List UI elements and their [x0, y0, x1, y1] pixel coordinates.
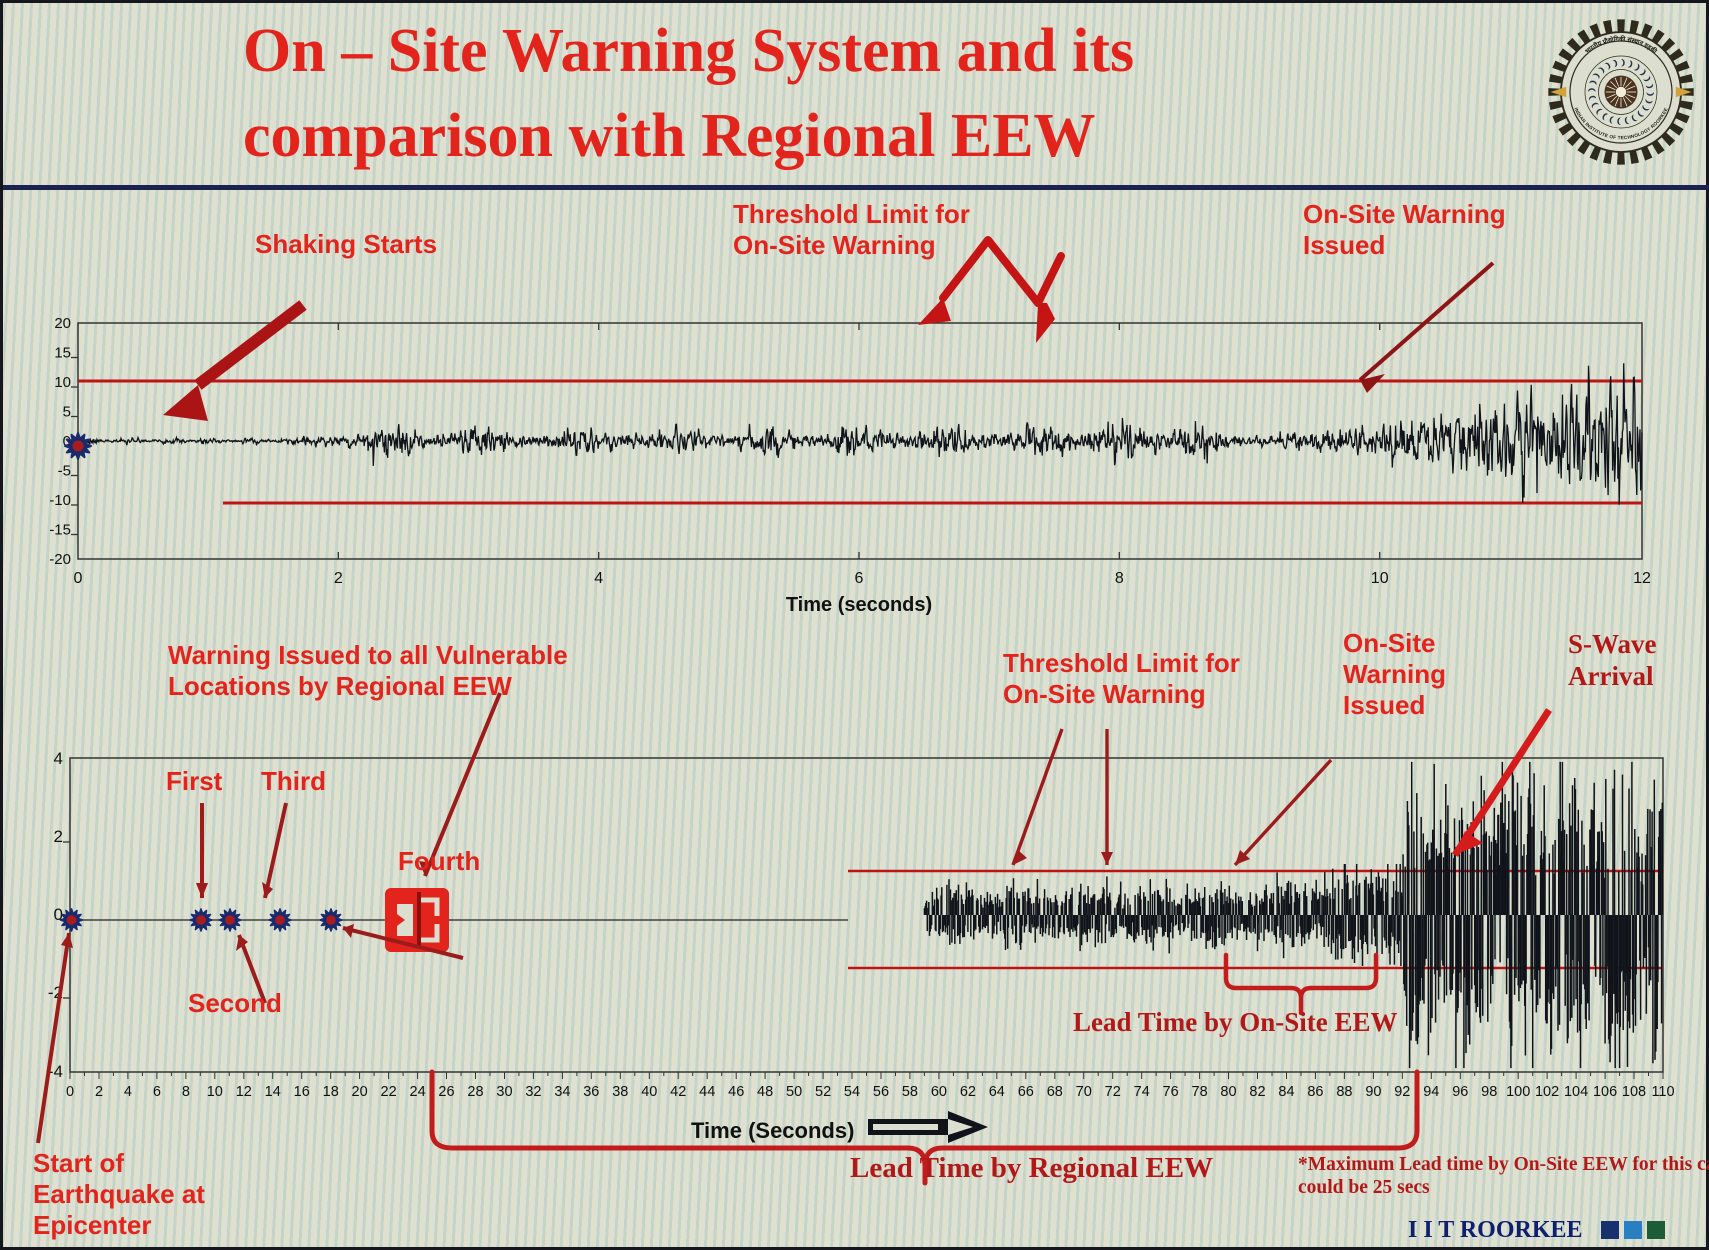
svg-text:66: 66: [1018, 1084, 1034, 1100]
svg-text:60: 60: [931, 1084, 947, 1100]
svg-text:86: 86: [1307, 1084, 1323, 1100]
svg-text:98: 98: [1481, 1084, 1497, 1100]
svg-text:4: 4: [54, 749, 63, 768]
svg-text:106: 106: [1593, 1084, 1617, 1100]
svg-text:40: 40: [641, 1084, 657, 1100]
svg-text:50: 50: [786, 1084, 802, 1100]
svg-text:8: 8: [182, 1084, 190, 1100]
svg-text:12: 12: [236, 1084, 252, 1100]
svg-text:102: 102: [1535, 1084, 1559, 1100]
svg-text:42: 42: [670, 1084, 686, 1100]
svg-text:64: 64: [989, 1084, 1005, 1100]
svg-text:78: 78: [1192, 1084, 1208, 1100]
svg-text:46: 46: [728, 1084, 744, 1100]
svg-text:36: 36: [583, 1084, 599, 1100]
svg-text:92: 92: [1394, 1084, 1410, 1100]
svg-text:34: 34: [554, 1084, 570, 1100]
svg-text:96: 96: [1452, 1084, 1468, 1100]
svg-text:88: 88: [1336, 1084, 1352, 1100]
svg-text:56: 56: [873, 1084, 889, 1100]
svg-text:54: 54: [844, 1084, 860, 1100]
svg-text:44: 44: [699, 1084, 715, 1100]
svg-text:38: 38: [612, 1084, 628, 1100]
svg-text:84: 84: [1278, 1084, 1294, 1100]
svg-text:4: 4: [124, 1084, 132, 1100]
svg-text:82: 82: [1249, 1084, 1265, 1100]
svg-text:104: 104: [1564, 1084, 1588, 1100]
svg-text:72: 72: [1105, 1084, 1121, 1100]
svg-text:28: 28: [467, 1084, 483, 1100]
svg-text:68: 68: [1047, 1084, 1063, 1100]
svg-text:48: 48: [757, 1084, 773, 1100]
svg-text:Time (Seconds): Time (Seconds): [691, 1118, 854, 1143]
svg-text:14: 14: [265, 1084, 281, 1100]
svg-text:2: 2: [54, 827, 63, 846]
svg-text:10: 10: [207, 1084, 223, 1100]
svg-text:62: 62: [960, 1084, 976, 1100]
svg-text:70: 70: [1076, 1084, 1092, 1100]
svg-text:6: 6: [153, 1084, 161, 1100]
svg-text:32: 32: [525, 1084, 541, 1100]
svg-text:20: 20: [352, 1084, 368, 1100]
svg-text:80: 80: [1220, 1084, 1236, 1100]
svg-text:26: 26: [438, 1084, 454, 1100]
svg-text:94: 94: [1423, 1084, 1439, 1100]
svg-text:2: 2: [95, 1084, 103, 1100]
svg-text:16: 16: [294, 1084, 310, 1100]
svg-text:74: 74: [1134, 1084, 1150, 1100]
svg-text:22: 22: [381, 1084, 397, 1100]
svg-text:90: 90: [1365, 1084, 1381, 1100]
svg-text:108: 108: [1622, 1084, 1646, 1100]
svg-text:100: 100: [1506, 1084, 1530, 1100]
svg-text:24: 24: [410, 1084, 426, 1100]
svg-text:18: 18: [323, 1084, 339, 1100]
svg-text:76: 76: [1163, 1084, 1179, 1100]
svg-text:58: 58: [902, 1084, 918, 1100]
svg-text:52: 52: [815, 1084, 831, 1100]
svg-text:30: 30: [496, 1084, 512, 1100]
svg-text:110: 110: [1651, 1084, 1674, 1100]
svg-text:0: 0: [66, 1084, 74, 1100]
